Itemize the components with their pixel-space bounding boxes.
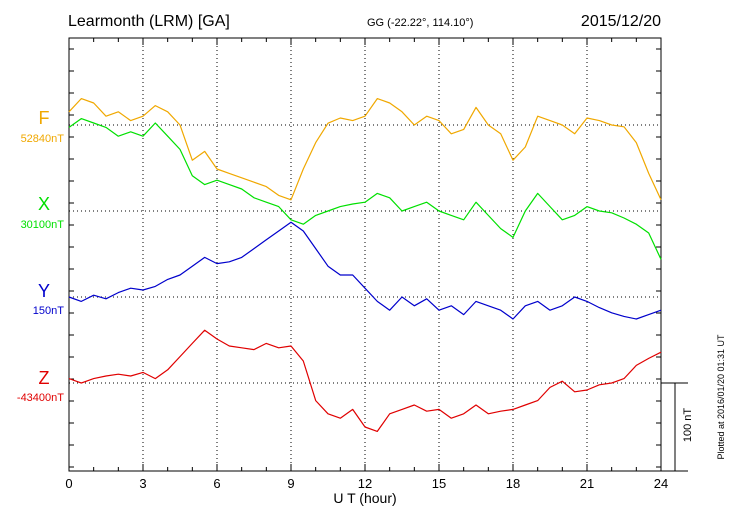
series-line-z (68, 329, 662, 432)
grid-lines (69, 38, 661, 471)
series-line-f (68, 97, 662, 201)
x-tick-labels: 0 3 6 9 12 15 18 21 24 (65, 476, 668, 491)
x-tick-label: 0 (65, 476, 72, 491)
series-name-y: Y (38, 281, 50, 301)
x-tick-label: 12 (358, 476, 372, 491)
coordinates-label: GG (-22.22°, 114.10°) (367, 17, 473, 29)
station-title: Learmonth (LRM) [GA] (68, 13, 230, 30)
x-tick-label: 3 (139, 476, 146, 491)
axis-ticks (68, 38, 662, 471)
x-tick-label: 6 (213, 476, 220, 491)
series-name-x: X (38, 194, 50, 214)
series-lines (68, 97, 662, 432)
series-baseline-f: 52840nT (21, 133, 65, 145)
x-axis-label: U T (hour) (333, 490, 396, 506)
series-baseline-z: -43400nT (17, 392, 64, 404)
plotted-at-label: Plotted at 2016/01/20 01:31 UT (716, 334, 726, 460)
series-baseline-x: 30100nT (21, 219, 65, 231)
x-tick-label: 21 (580, 476, 594, 491)
x-tick-label: 24 (654, 476, 668, 491)
scale-bar-label: 100 nT (682, 408, 694, 443)
series-line-y (68, 221, 662, 320)
series-labels: F 52840nT X 30100nT Y 150nT Z -43400nT (17, 108, 64, 404)
series-name-z: Z (39, 368, 50, 388)
x-tick-label: 9 (287, 476, 294, 491)
x-tick-label: 18 (506, 476, 520, 491)
scale-bar: 100 nT (661, 382, 694, 472)
series-baseline-y: 150nT (33, 305, 64, 317)
date-label: 2015/12/20 (581, 13, 661, 30)
series-name-f: F (39, 108, 50, 128)
x-tick-label: 15 (432, 476, 446, 491)
series-line-x (68, 117, 662, 260)
